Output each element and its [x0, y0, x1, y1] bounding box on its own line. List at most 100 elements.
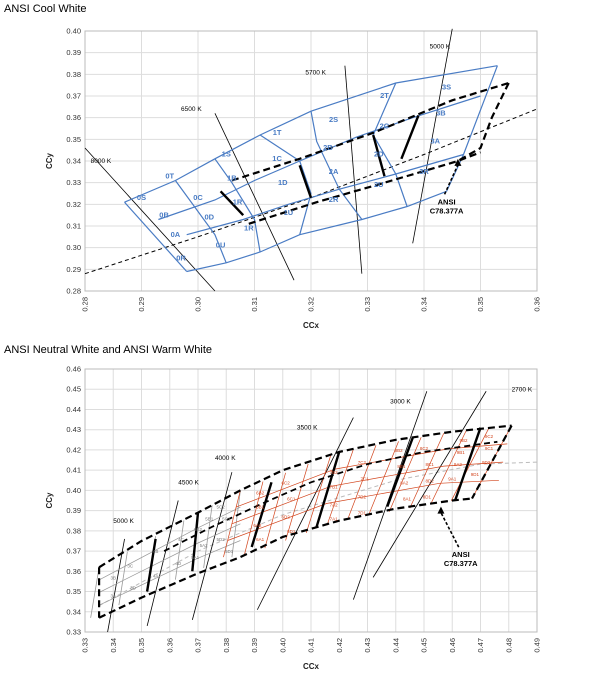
bin-boundary [124, 201, 188, 272]
warm-grid-line [368, 441, 399, 516]
y-tick-label: 0.40 [66, 27, 81, 36]
bin-label: 6C1 [287, 497, 296, 502]
y-tick-label: 0.33 [66, 628, 81, 637]
annotation-arrowhead [437, 506, 445, 514]
bin-label: 7B2 [330, 470, 339, 475]
x-tick-label: 0.37 [194, 638, 203, 653]
bin-label: 7A2 [330, 503, 339, 508]
bin-label: 4A [153, 573, 159, 578]
bin-label: 3C [127, 563, 134, 568]
y-tick-label: 0.30 [66, 243, 81, 252]
annotation-arrow [440, 512, 460, 548]
bin-label: 5C1 [222, 517, 231, 522]
x-tick-label: 0.36 [165, 638, 174, 653]
bin-label: 1T [273, 128, 282, 137]
cct-label: 3000 K [390, 398, 411, 405]
x-tick-label: 0.32 [307, 297, 316, 312]
x-tick-label: 0.34 [109, 638, 118, 653]
bin-label: 6B2 [256, 490, 265, 495]
annotation-arrowhead [454, 158, 462, 166]
y-tick-label: 0.35 [66, 587, 81, 596]
bin-label: 2T [380, 91, 389, 100]
bin-label: 1U [284, 208, 294, 217]
bin-label: 1C [272, 154, 282, 163]
bin-label: 8A1 [403, 497, 412, 502]
x-tick-label: 0.43 [363, 638, 372, 653]
bin-label: 1R [244, 223, 254, 232]
warm-grid-line [227, 479, 499, 541]
bin-label: 1S [222, 150, 231, 159]
ansi-boundary [98, 424, 512, 569]
cct-label: 5000 K [113, 518, 134, 525]
cct-line [412, 28, 453, 244]
annotation-label: ANSI [452, 550, 470, 559]
bin-label: 1D [278, 178, 288, 187]
cct-label: 5000 K [430, 43, 451, 50]
cct-label: 3500 K [297, 425, 318, 432]
bin-label: 5A1 [191, 555, 200, 560]
y-tick-label: 0.38 [66, 70, 81, 79]
warm-grid-line [388, 437, 422, 512]
warm-grid-line [409, 433, 445, 509]
bin-label: 7C2 [358, 460, 367, 465]
bin-label: 8D1 [423, 494, 432, 499]
bin-label: 8D2 [426, 478, 435, 483]
neutral-grid-line [118, 551, 128, 606]
ansi-separator [315, 451, 341, 528]
bin-label: 9B1 [457, 450, 466, 455]
bin-label: 8C1 [426, 462, 435, 467]
bin-label: 9C2 [485, 434, 494, 439]
chart1-title: ANSI Cool White [4, 3, 87, 15]
ansi-separator [372, 134, 386, 177]
x-tick-label: 0.36 [533, 297, 542, 312]
x-tick-label: 0.38 [222, 638, 231, 653]
ansi-separator [219, 190, 245, 217]
cct-line [372, 391, 487, 578]
bin-label: 1B [227, 174, 237, 183]
y-tick-label: 0.33 [66, 178, 81, 187]
bin-label: 4B [153, 549, 159, 554]
bin-label: 6D2 [281, 515, 290, 520]
bin-label: 3D [130, 586, 137, 591]
x-tick-label: 0.47 [476, 638, 485, 653]
x-tick-label: 0.49 [533, 638, 542, 653]
x-tick-label: 0.48 [504, 638, 513, 653]
warm-grid-line [305, 455, 332, 533]
y-tick-label: 0.31 [66, 222, 81, 231]
chart2-title: ANSI Neutral White and ANSI Warm White [4, 344, 213, 356]
y-tick-label: 0.32 [66, 200, 81, 209]
y-tick-label: 0.46 [66, 365, 81, 374]
bin-label: 2C [380, 122, 390, 131]
bin-label: 0D [205, 213, 215, 222]
x-tick-label: 0.28 [81, 297, 90, 312]
bin-label: 1R [233, 197, 243, 206]
bin-label: 5D1 [225, 549, 234, 554]
bin-label: 9A2 [454, 462, 463, 467]
neutral-grid-line [175, 520, 185, 580]
bin-label: 6A2 [253, 523, 262, 528]
y-tick-label: 0.36 [66, 567, 81, 576]
x-tick-label: 0.35 [137, 638, 146, 653]
bin-label: 2S [329, 115, 338, 124]
bin-label: 2U [374, 180, 384, 189]
cct-line [191, 472, 233, 620]
cct-label: 8000 K [91, 158, 112, 165]
y-tick-label: 0.44 [66, 405, 81, 414]
bin-label: 7D1 [358, 511, 367, 516]
cct-line [256, 417, 354, 610]
cct-label: 2700 K [512, 386, 533, 393]
bin-label: 2R [329, 195, 339, 204]
bin-label: 0B [159, 210, 169, 219]
ansi-separator [250, 481, 273, 548]
neutral-grid-line [231, 490, 241, 558]
ansi-separator [145, 538, 157, 592]
x-tick-label: 0.33 [363, 297, 372, 312]
ansi-separator [400, 115, 420, 160]
bin-label: 6D1 [287, 529, 296, 534]
bin-label: 6C2 [281, 480, 290, 485]
y-tick-label: 0.35 [66, 135, 81, 144]
warm-grid-line [430, 430, 467, 505]
cct-line [146, 500, 179, 627]
bin-label: 8A2 [400, 480, 409, 485]
bin-label: 9B2 [460, 438, 469, 443]
